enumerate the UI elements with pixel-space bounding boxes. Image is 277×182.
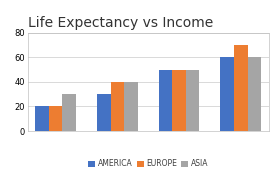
Bar (62, 94, 76, 131)
Bar (35, 106, 49, 131)
Bar (124, 82, 138, 131)
Bar (172, 70, 186, 131)
Bar (159, 70, 172, 131)
Bar (186, 70, 199, 131)
Text: Life Expectancy vs Income: Life Expectancy vs Income (28, 16, 213, 30)
Bar (220, 57, 234, 131)
Legend: AMERICA, EUROPE, ASIA: AMERICA, EUROPE, ASIA (88, 159, 208, 169)
Bar (97, 94, 111, 131)
Bar (234, 45, 248, 131)
Bar (111, 82, 124, 131)
Bar (248, 57, 261, 131)
Bar (49, 106, 62, 131)
